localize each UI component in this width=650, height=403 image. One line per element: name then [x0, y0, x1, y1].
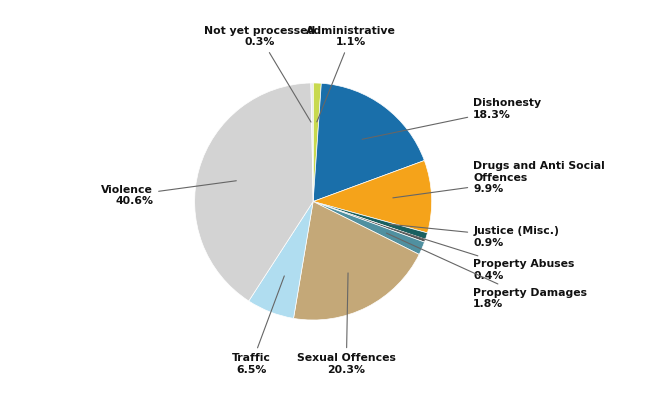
Text: Property Abuses
0.4%: Property Abuses 0.4%	[389, 228, 575, 281]
Text: Administrative
1.1%: Administrative 1.1%	[306, 26, 396, 122]
Text: Not yet processed
0.3%: Not yet processed 0.3%	[204, 26, 315, 122]
Text: Property Damages
1.8%: Property Damages 1.8%	[387, 233, 587, 310]
Text: Traffic
6.5%: Traffic 6.5%	[232, 276, 284, 375]
Wedge shape	[313, 202, 428, 239]
Wedge shape	[311, 83, 313, 202]
Wedge shape	[313, 202, 424, 254]
Wedge shape	[313, 83, 321, 202]
Wedge shape	[249, 202, 313, 318]
Wedge shape	[313, 202, 426, 242]
Text: Dishonesty
18.3%: Dishonesty 18.3%	[362, 98, 541, 139]
Wedge shape	[313, 83, 424, 202]
Wedge shape	[294, 202, 419, 320]
Text: Justice (Misc.)
0.9%: Justice (Misc.) 0.9%	[389, 224, 559, 248]
Wedge shape	[194, 83, 313, 301]
Text: Violence
40.6%: Violence 40.6%	[101, 181, 237, 206]
Text: Sexual Offences
20.3%: Sexual Offences 20.3%	[297, 273, 396, 375]
Text: Drugs and Anti Social
Offences
9.9%: Drugs and Anti Social Offences 9.9%	[393, 161, 605, 198]
Wedge shape	[313, 160, 432, 233]
